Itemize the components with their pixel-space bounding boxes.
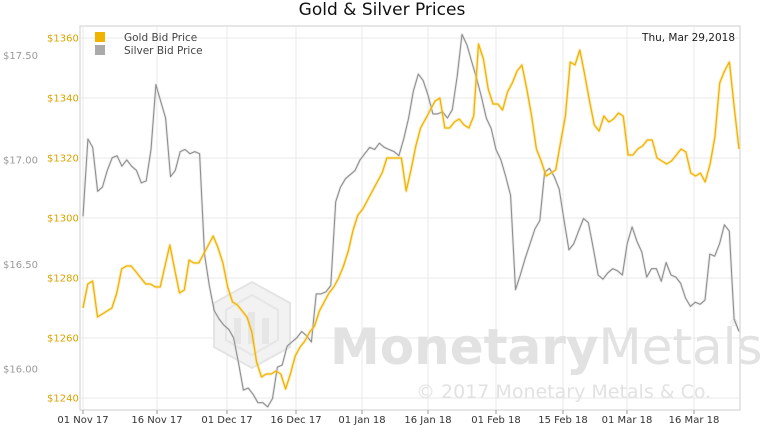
x-tick-label: 16 Mar 18 [669, 415, 720, 425]
silver-tick-label: $17.00 [3, 155, 38, 166]
silver-series-line[interactable] [82, 33, 740, 408]
silver-tick-label: $17.50 [3, 51, 38, 62]
x-tick-label: 01 Jan 18 [338, 415, 385, 425]
gold-axis-labels: $1240 $1260 $1280 $1300 $1320 $1340 $1360 [47, 34, 79, 405]
silver-axis-labels: $16.00 $16.50 $17.00 $17.50 [3, 51, 38, 376]
x-tick-label: 01 Mar 18 [602, 415, 653, 425]
gold-tick-label: $1240 [47, 394, 79, 405]
x-tick-label: 16 Nov 17 [131, 415, 182, 425]
x-tick-label: 01 Feb 18 [471, 415, 521, 425]
legend-label-gold[interactable]: Gold Bid Price [124, 32, 197, 44]
x-tick-label: 15 Feb 18 [538, 415, 588, 425]
gold-tick-label: $1300 [47, 214, 79, 225]
x-axis-labels: 01 Nov 17 16 Nov 17 01 Dec 17 16 Dec 17 01 J… [57, 415, 719, 425]
gold-tick-label: $1260 [47, 334, 79, 345]
gold-series-line[interactable] [82, 43, 740, 390]
gold-tick-label: $1280 [47, 274, 79, 285]
legend: Gold Bid Price Silver Bid Price [95, 32, 203, 57]
watermark-registered: ® [729, 318, 739, 329]
legend-label-silver[interactable]: Silver Bid Price [124, 45, 203, 57]
watermark-brand-bold: Monetary [330, 318, 599, 376]
date-readout: Thu, Mar 29,2018 [641, 32, 735, 44]
legend-swatch-silver[interactable] [95, 45, 105, 55]
x-tick-label: 01 Dec 17 [201, 415, 252, 425]
y-gridlines [80, 37, 740, 399]
gold-tick-label: $1320 [47, 154, 79, 165]
watermark-copyright: © 2017 Monetary Metals & Co. [416, 381, 711, 403]
gold-tick-label: $1340 [47, 94, 79, 105]
silver-tick-label: $16.50 [3, 260, 38, 271]
watermark-brand-light: Metals [599, 318, 763, 376]
svg-text:MonetaryMetals: MonetaryMetals [330, 318, 763, 376]
watermark-logo [213, 280, 291, 370]
silver-tick-label: $16.00 [3, 365, 38, 376]
x-tick-label: 01 Nov 17 [57, 415, 108, 425]
series-layer [81, 33, 741, 409]
chart-title: Gold & Silver Prices [299, 0, 466, 20]
watermark: MonetaryMetals ® © 2017 Monetary Metals … [213, 280, 763, 403]
gold-tick-label: $1360 [47, 34, 79, 45]
legend-swatch-gold[interactable] [95, 32, 105, 42]
x-tick-label: 16 Dec 17 [270, 415, 321, 425]
x-tick-label: 16 Jan 18 [404, 415, 451, 425]
